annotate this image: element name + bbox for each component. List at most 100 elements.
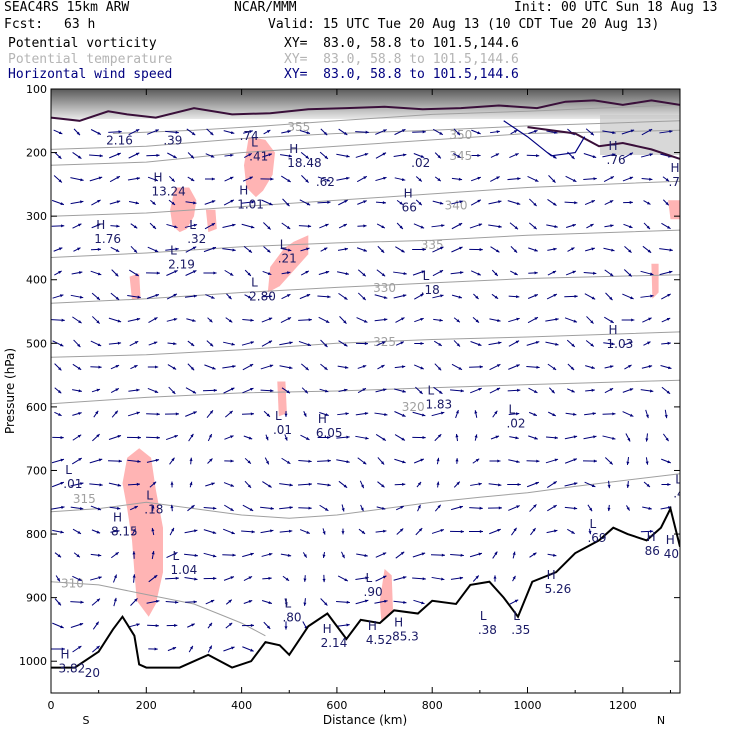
wind-vector bbox=[168, 199, 176, 206]
wind-vector bbox=[130, 245, 138, 254]
wind-vector bbox=[395, 341, 405, 346]
wind-vector bbox=[641, 128, 653, 136]
hl-symbol: L bbox=[251, 136, 258, 150]
wind-vector bbox=[320, 598, 328, 606]
wind-vector bbox=[508, 317, 520, 323]
wind-vector bbox=[355, 412, 369, 416]
wind-vector bbox=[473, 293, 479, 300]
wind-vector bbox=[91, 388, 101, 393]
wind-vector bbox=[185, 600, 197, 604]
wind-vector bbox=[488, 506, 502, 510]
wind-vector bbox=[223, 130, 235, 135]
wind-vector bbox=[110, 246, 120, 253]
wind-vector bbox=[412, 130, 426, 134]
wind-vector bbox=[511, 527, 517, 536]
wind-vector bbox=[508, 459, 520, 464]
wind-vector bbox=[242, 646, 254, 652]
wind-vector bbox=[242, 552, 254, 558]
plot-frame bbox=[50, 88, 681, 694]
wind-vector bbox=[507, 388, 521, 392]
y-tick-label: 500 bbox=[26, 337, 47, 350]
wind-vector bbox=[90, 365, 102, 369]
wind-vector bbox=[375, 552, 387, 558]
wind-vector bbox=[284, 411, 288, 417]
wind-vector bbox=[167, 646, 177, 652]
y-tick-label: 700 bbox=[26, 464, 47, 477]
hl-value: 1.76 bbox=[94, 232, 121, 246]
wind-vector bbox=[205, 153, 215, 158]
wind-vector bbox=[622, 176, 634, 182]
wind-vector bbox=[146, 458, 160, 463]
wind-vector bbox=[393, 600, 407, 604]
wind-vector bbox=[530, 527, 536, 536]
wind-vector bbox=[626, 481, 630, 488]
wind-vector bbox=[547, 247, 557, 251]
wind-vector bbox=[489, 363, 501, 371]
wind-vector bbox=[586, 223, 594, 229]
wind-vector bbox=[394, 128, 406, 136]
wind-vector bbox=[185, 246, 197, 253]
wind-vector bbox=[396, 222, 404, 230]
wind-vector bbox=[567, 388, 575, 393]
wind-vector bbox=[434, 433, 442, 442]
wind-vector bbox=[341, 528, 345, 535]
wind-vector bbox=[244, 457, 252, 465]
wind-vector bbox=[661, 293, 671, 300]
hl-value: 40 bbox=[664, 547, 679, 561]
wind-vector bbox=[222, 223, 236, 229]
wind-vector bbox=[51, 481, 65, 488]
wind-vector bbox=[72, 363, 82, 371]
wind-vector bbox=[374, 599, 388, 604]
wind-vector bbox=[661, 317, 671, 323]
wind-vector bbox=[413, 599, 425, 605]
wind-vector bbox=[169, 527, 175, 536]
wind-vector bbox=[338, 292, 348, 301]
wind-vector bbox=[338, 480, 348, 489]
wind-vector bbox=[128, 128, 140, 136]
wind-vector bbox=[659, 270, 673, 276]
wind-vector bbox=[53, 247, 63, 252]
wind-vector bbox=[187, 504, 195, 512]
wind-vector bbox=[394, 482, 406, 486]
wind-vector bbox=[146, 271, 160, 275]
wind-vector bbox=[317, 295, 331, 299]
wind-vector bbox=[54, 552, 62, 558]
wind-vector bbox=[662, 433, 670, 442]
wind-vector bbox=[432, 128, 444, 136]
wind-vector bbox=[469, 223, 483, 229]
wind-vector bbox=[432, 246, 444, 253]
wind-vector bbox=[488, 200, 502, 205]
wind-vector bbox=[303, 575, 307, 582]
wind-vector bbox=[132, 551, 136, 559]
wind-vector bbox=[262, 270, 272, 276]
wind-vector bbox=[393, 294, 407, 299]
wind-vector bbox=[412, 247, 426, 252]
wind-vector bbox=[526, 154, 540, 158]
hl-symbol: L bbox=[170, 244, 177, 258]
wind-vector bbox=[583, 435, 597, 440]
hl-value: 85.3 bbox=[392, 630, 419, 644]
wind-vector bbox=[148, 574, 158, 583]
wind-vector bbox=[512, 551, 516, 559]
wind-vector bbox=[222, 528, 236, 535]
wind-vector bbox=[189, 481, 193, 488]
wind-vector bbox=[339, 316, 347, 324]
wind-vector bbox=[395, 551, 405, 559]
wind-vector bbox=[472, 575, 480, 582]
wind-vector bbox=[70, 177, 84, 182]
wind-vector bbox=[320, 339, 328, 348]
wind-vector bbox=[583, 271, 597, 275]
wind-vector bbox=[470, 341, 482, 346]
wind-vector bbox=[565, 175, 577, 183]
wind-vector bbox=[359, 480, 365, 489]
hl-symbol: H bbox=[153, 171, 162, 185]
wind-vector bbox=[451, 200, 463, 205]
wind-vector bbox=[661, 341, 671, 345]
wind-vector bbox=[319, 151, 329, 160]
hl-symbol: L bbox=[173, 549, 180, 563]
hl-value: .02 bbox=[506, 417, 525, 431]
wind-vector bbox=[377, 245, 385, 254]
wind-vector bbox=[73, 339, 81, 348]
wind-vector bbox=[205, 482, 215, 487]
wind-vector bbox=[472, 458, 480, 464]
